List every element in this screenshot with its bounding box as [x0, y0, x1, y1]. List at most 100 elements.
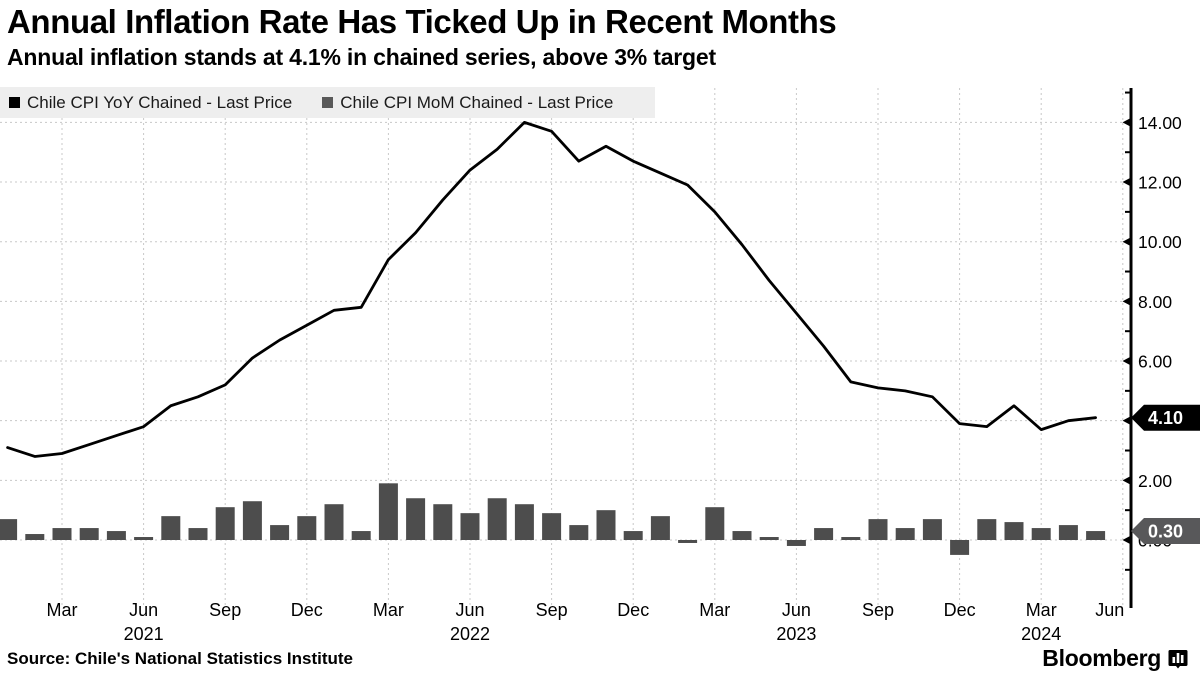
page-subtitle: Annual inflation stands at 4.1% in chain…: [7, 44, 716, 70]
bloomberg-logo-icon: [1168, 649, 1188, 668]
y-axis-label: 2.00: [1138, 471, 1172, 491]
legend-label-yoy: Chile CPI YoY Chained - Last Price: [27, 92, 293, 112]
mom-bar: [351, 531, 371, 540]
y-major-tick-icon: [1122, 535, 1131, 545]
last-price-badge-label: 0.30: [1148, 522, 1183, 542]
mom-bar: [759, 537, 779, 540]
mom-bar: [950, 540, 970, 555]
mom-bar: [596, 510, 616, 540]
mom-bar: [0, 519, 18, 540]
mom-bar: [1086, 531, 1106, 540]
y-minor-tick-icon: [1125, 568, 1131, 571]
x-axis-label: Jun: [129, 600, 158, 620]
mom-bar: [1058, 525, 1078, 540]
x-axis-label: Jun: [1095, 600, 1124, 620]
yoy-line: [6, 120, 1097, 458]
mom-bar: [841, 537, 861, 540]
mom-bar: [52, 528, 72, 540]
mom-bar: [569, 525, 589, 540]
source-note: Source: Chile's National Statistics Inst…: [7, 649, 354, 668]
mom-bar: [895, 528, 915, 540]
y-major-tick-icon: [1122, 177, 1131, 187]
page-title: Annual Inflation Rate Has Ticked Up in R…: [7, 3, 837, 40]
x-axis-year-label: 2024: [1021, 624, 1061, 644]
y-axis-label: 8.00: [1138, 292, 1172, 312]
last-price-badge-mom: [1131, 518, 1200, 545]
mom-bar: [242, 501, 262, 540]
x-axis-label: Mar: [47, 600, 78, 620]
x-axis-label: Mar: [373, 600, 404, 620]
mom-bar: [378, 483, 398, 540]
mom-bar: [106, 531, 126, 540]
y-minor-tick-icon: [1125, 151, 1131, 154]
y-axis-label: 6.00: [1138, 352, 1172, 372]
y-minor-tick-icon: [1125, 509, 1131, 512]
mom-bar: [188, 528, 208, 540]
mom-bar: [460, 513, 480, 540]
mom-bar: [1004, 522, 1024, 540]
mom-bar: [542, 513, 562, 540]
yoy-series-swatch-icon: [9, 97, 20, 108]
x-axis-year-label: 2023: [776, 624, 816, 644]
legend-item-yoy: Chile CPI YoY Chained - Last Price: [9, 93, 292, 113]
x-axis-label: Dec: [291, 600, 323, 620]
mom-bar: [977, 519, 997, 540]
mom-bar: [215, 507, 235, 540]
y-axis: [1122, 88, 1133, 608]
chart-legend: Chile CPI YoY Chained - Last Price Chile…: [0, 87, 655, 118]
x-axis-label: Dec: [944, 600, 976, 620]
mom-bar: [814, 528, 834, 540]
last-price-badge-yoy: [1131, 404, 1200, 431]
mom-bar: [514, 504, 534, 540]
x-axis-label: Mar: [699, 600, 730, 620]
y-minor-tick-icon: [1125, 270, 1131, 273]
y-major-tick-icon: [1122, 237, 1131, 247]
mom-bar: [705, 507, 725, 540]
x-axis-label: Sep: [536, 600, 568, 620]
y-major-tick-icon: [1122, 416, 1131, 426]
mom-bar: [79, 528, 99, 540]
x-axis-year-label: 2022: [450, 624, 490, 644]
x-axis-label: Sep: [209, 600, 241, 620]
x-axis-label: Mar: [1026, 600, 1057, 620]
y-major-tick-icon: [1122, 475, 1131, 485]
mom-bar: [25, 534, 45, 540]
y-minor-tick-icon: [1125, 449, 1131, 452]
x-axis-label: Dec: [617, 600, 649, 620]
y-major-tick-icon: [1122, 296, 1131, 306]
legend-label-mom: Chile CPI MoM Chained - Last Price: [340, 92, 614, 112]
mom-bar: [786, 540, 806, 546]
legend-item-mom: Chile CPI MoM Chained - Last Price: [322, 93, 613, 113]
x-axis-year-label: 2021: [124, 624, 164, 644]
x-axis-labels: Mar Jun 2021 Sep Dec Mar Jun 2022 Sep Dec Mar Jun 20…: [47, 600, 1125, 644]
y-minor-tick-icon: [1125, 330, 1131, 333]
mom-series-swatch-icon: [322, 97, 334, 108]
mom-bar: [868, 519, 888, 540]
y-major-tick-icon: [1122, 356, 1131, 366]
x-axis-label: Jun: [455, 600, 484, 620]
y-axis-label: 12.00: [1138, 173, 1182, 193]
y-axis-label: 14.00: [1138, 113, 1182, 133]
mom-bar: [623, 531, 643, 540]
mom-bar: [650, 516, 670, 540]
y-minor-tick-icon: [1125, 389, 1131, 392]
mom-bars: [0, 483, 1106, 555]
y-minor-tick-icon: [1125, 91, 1131, 94]
bloomberg-logo-text: Bloomberg: [1042, 645, 1161, 671]
bloomberg-logo: Bloomberg: [1042, 645, 1188, 672]
x-axis-label: Sep: [862, 600, 894, 620]
y-gridlines: [0, 121, 1131, 541]
y-axis-label: 10.00: [1138, 232, 1182, 252]
y-major-tick-icon: [1122, 117, 1131, 127]
mom-bar: [732, 531, 752, 540]
mom-bar: [270, 525, 290, 540]
mom-bar: [161, 516, 181, 540]
mom-bar: [1031, 528, 1051, 540]
mom-bar: [487, 498, 507, 540]
y-minor-tick-icon: [1125, 210, 1131, 213]
mom-bar: [433, 504, 453, 540]
mom-bar: [324, 504, 344, 540]
